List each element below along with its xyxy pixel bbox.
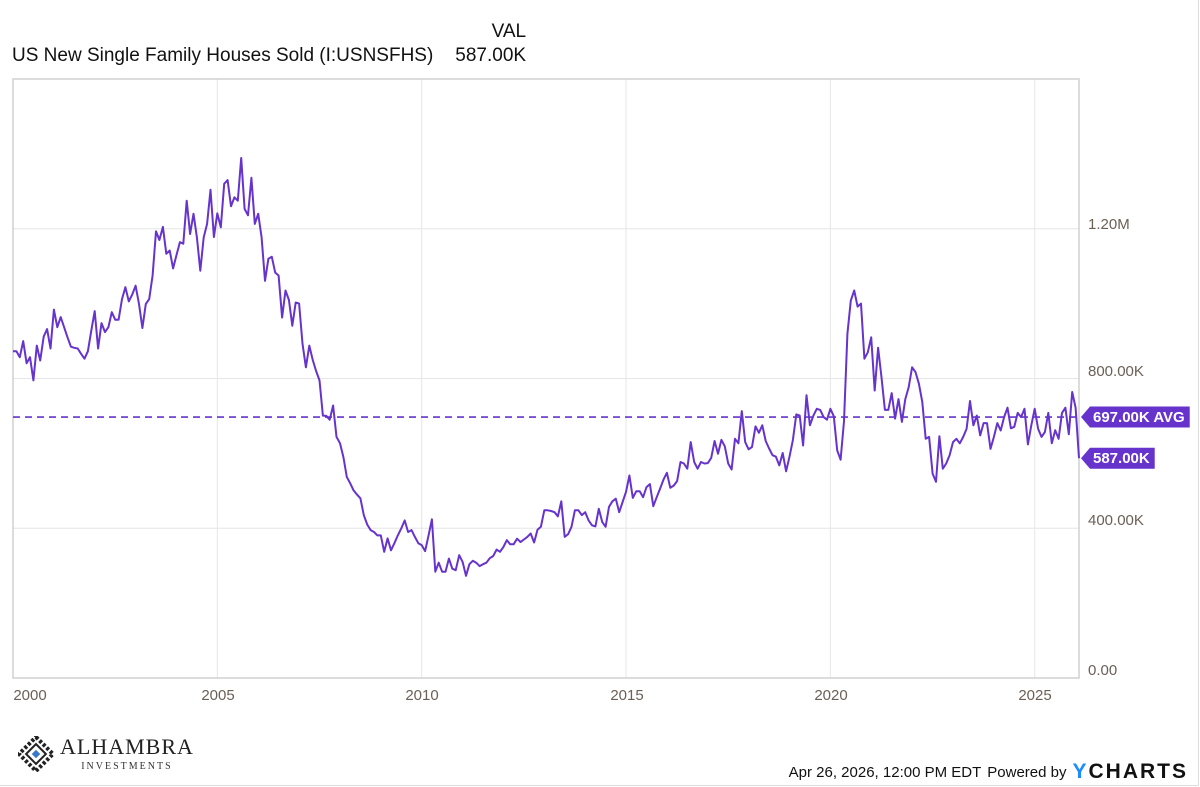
diamond-lattice-icon [18, 735, 54, 772]
series-line[interactable] [13, 157, 1080, 577]
chart-header: US New Single Family Houses Sold (I:USNS… [12, 20, 526, 68]
last-value-callout-label: 587.00K [1093, 450, 1150, 467]
value-column: VAL 587.00K [455, 20, 526, 68]
logo-name: ALHAMBRA [60, 734, 194, 759]
x-tick-label: 2000 [13, 687, 46, 704]
plot-border [12, 78, 1080, 679]
ycharts-logo-y: Y [1072, 760, 1089, 783]
powered-by-label: Powered by [987, 763, 1067, 781]
x-tick-label: 2010 [405, 687, 438, 704]
last-value-callout-badge [1081, 447, 1155, 469]
ycharts-logo[interactable]: YCHARTS [1072, 760, 1188, 784]
x-tick-label: 2005 [201, 687, 234, 704]
y-tick-labels: 0.00 400.00K 800.00K 1.20M [1088, 216, 1144, 679]
value-column-header: VAL [491, 21, 527, 42]
last-value-callout: 587.00K [1081, 447, 1155, 469]
y-tick-label: 0.00 [1088, 662, 1117, 679]
alhambra-logo: ALHAMBRA INVESTMENTS [18, 734, 194, 773]
average-callout-badge [1081, 406, 1190, 428]
grid [13, 79, 1079, 678]
ycharts-logo-text: CHARTS [1088, 760, 1188, 783]
x-tick-label: 2015 [610, 687, 643, 704]
average-callout-label: 697.00K AVG [1093, 409, 1185, 426]
x-tick-labels: 2000 2005 2010 2015 2020 2025 [13, 687, 1051, 704]
y-tick-label: 1.20M [1088, 216, 1130, 233]
latest-value: 587.00K [455, 45, 527, 66]
title-column: US New Single Family Houses Sold (I:USNS… [12, 44, 433, 68]
timestamp: Apr 26, 2026, 12:00 PM EDT [788, 763, 982, 781]
average-callout: 697.00K AVG [1081, 406, 1190, 428]
logo-subtitle: INVESTMENTS [81, 761, 173, 772]
x-tick-label: 2020 [814, 687, 847, 704]
y-tick-label: 800.00K [1088, 363, 1144, 380]
series-title[interactable]: US New Single Family Houses Sold (I:USNS… [12, 45, 434, 66]
footer: Apr 26, 2026, 12:00 PM EDT Powered by YC… [789, 760, 1188, 784]
y-tick-label: 400.00K [1088, 512, 1144, 529]
x-tick-label: 2025 [1018, 687, 1051, 704]
